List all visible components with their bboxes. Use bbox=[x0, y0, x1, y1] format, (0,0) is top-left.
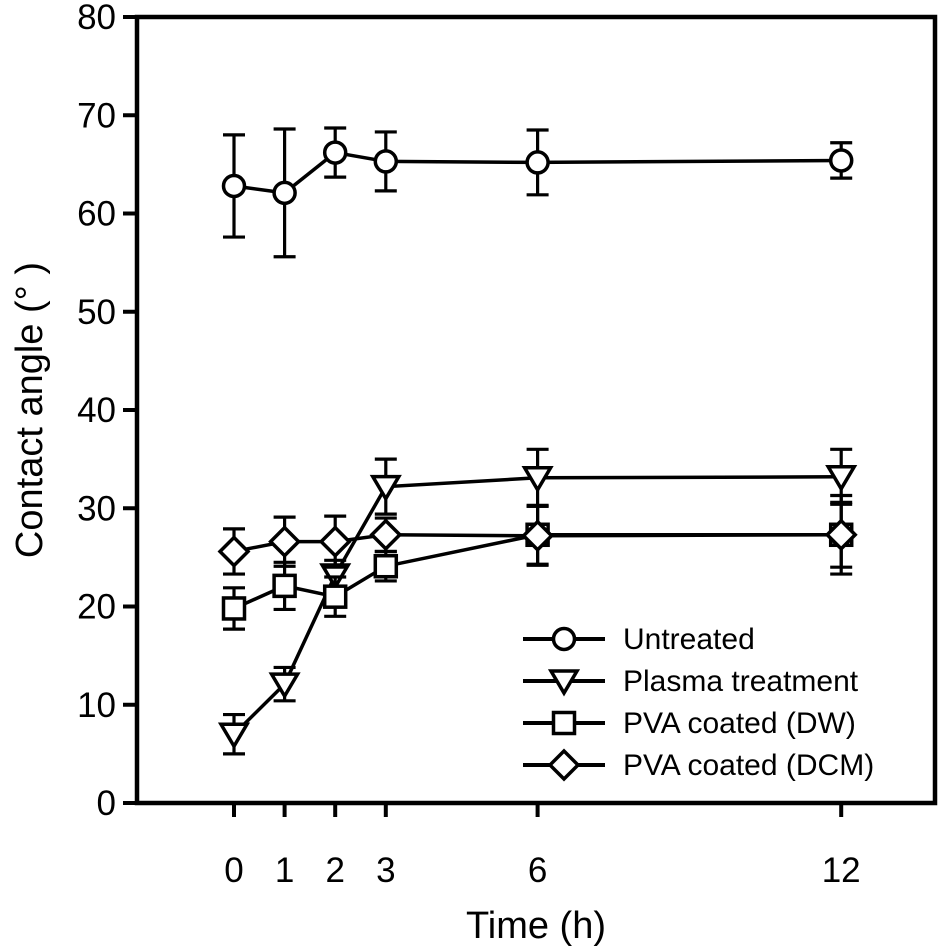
legend-label: Untreated bbox=[623, 623, 755, 656]
series-line bbox=[232, 475, 842, 736]
legend-item: PVA coated (DW) bbox=[523, 707, 856, 740]
legend-label: PVA coated (DCM) bbox=[623, 749, 874, 782]
square-icon bbox=[551, 710, 577, 736]
legend-item: Plasma treatment bbox=[523, 665, 859, 698]
circle-marker bbox=[525, 150, 550, 175]
x-axis-title: Time (h) bbox=[466, 905, 606, 947]
legend-label: Plasma treatment bbox=[623, 665, 859, 698]
triangle-down-marker bbox=[217, 722, 251, 750]
y-axis-tick-label: 40 bbox=[77, 391, 116, 430]
triangle-down-marker bbox=[268, 672, 301, 700]
legend-label: PVA coated (DW) bbox=[623, 707, 856, 740]
circle-icon bbox=[551, 626, 577, 652]
square-marker bbox=[221, 596, 247, 621]
triangle-down-marker bbox=[369, 474, 402, 503]
triangle-down-marker bbox=[825, 465, 858, 493]
x-axis-tick-label: 3 bbox=[376, 851, 395, 890]
y-axis-tick-label: 80 bbox=[77, 0, 116, 37]
legend: Untreated Plasma treatment PVA coated (DW)… bbox=[523, 623, 874, 782]
series-diamond bbox=[217, 500, 858, 576]
diamond-marker bbox=[318, 525, 352, 559]
y-axis-tick-label: 50 bbox=[77, 293, 116, 332]
square-marker bbox=[373, 553, 399, 579]
diamond-marker bbox=[369, 518, 403, 552]
legend-item: PVA coated (DCM) bbox=[523, 748, 874, 782]
diamond-marker bbox=[217, 535, 251, 568]
x-axis-tick-label: 2 bbox=[325, 851, 344, 890]
circle-marker bbox=[221, 173, 247, 199]
y-axis-tick-label: 30 bbox=[77, 489, 116, 528]
triangle-down-icon bbox=[547, 669, 581, 697]
square-marker bbox=[272, 573, 297, 599]
diamond-marker bbox=[824, 518, 858, 552]
y-axis-tick-label: 70 bbox=[77, 96, 116, 135]
circle-marker bbox=[373, 149, 399, 174]
y-axis-tick-label: 60 bbox=[77, 195, 116, 234]
circle-marker bbox=[322, 140, 348, 165]
y-axis-tick-label: 0 bbox=[97, 784, 116, 823]
legend-item: Untreated bbox=[523, 623, 755, 656]
circle-marker bbox=[828, 148, 854, 173]
circle-marker bbox=[272, 180, 297, 206]
diamond-marker bbox=[521, 519, 555, 553]
x-axis-tick-label: 0 bbox=[224, 851, 243, 890]
series-triangle-down bbox=[217, 447, 858, 756]
x-axis-tick-label: 1 bbox=[275, 851, 294, 890]
x-axis-tick-label: 12 bbox=[822, 851, 861, 890]
y-axis-tick-label: 10 bbox=[77, 686, 116, 725]
y-axis-tick-label: 20 bbox=[77, 588, 116, 627]
y-axis-title: Contact angle (° ) bbox=[9, 262, 51, 558]
series-circle bbox=[221, 126, 854, 259]
x-axis-tick-label: 6 bbox=[528, 851, 547, 890]
diamond-marker bbox=[268, 525, 302, 559]
data-series bbox=[217, 126, 858, 756]
triangle-down-marker bbox=[521, 466, 554, 494]
diamond-icon bbox=[547, 748, 581, 782]
square-marker bbox=[322, 584, 348, 609]
